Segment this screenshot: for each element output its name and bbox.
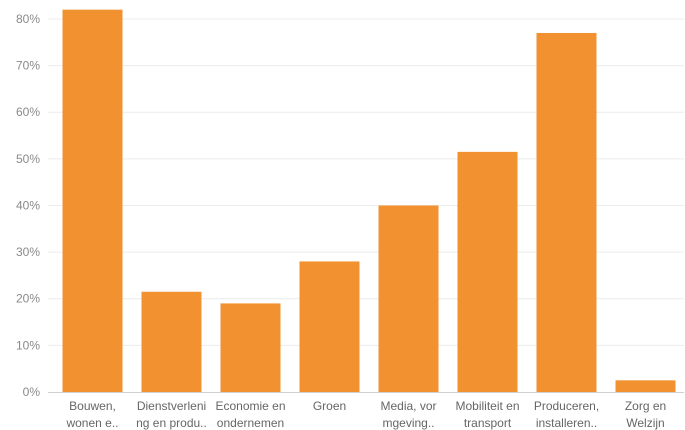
x-tick-label: Groen: [313, 399, 346, 413]
y-tick-label: 50%: [16, 152, 40, 166]
bar[interactable]: [457, 151, 518, 392]
y-tick-label: 10%: [16, 338, 40, 352]
y-tick-label: 60%: [16, 105, 40, 119]
x-axis: Bouwen, wonen e.. Dienstverleni ng en produ…: [65, 399, 666, 430]
y-tick-label: 20%: [16, 292, 40, 306]
bars: [62, 9, 676, 393]
x-tick-label: Zorg en Welzijn: [625, 399, 666, 430]
y-tick-label: 30%: [16, 245, 40, 259]
bar[interactable]: [378, 205, 439, 392]
y-tick-label: 0%: [23, 385, 41, 399]
x-tick-label: Mobiliteit en transport: [455, 399, 519, 430]
bar[interactable]: [615, 380, 676, 392]
y-tick-label: 70%: [16, 59, 40, 73]
x-tick-label: Produceren, installeren..: [534, 399, 599, 430]
x-tick-label: Dienstverleni ng en produ..: [136, 399, 207, 430]
x-tick-label: Economie en ondernemen: [215, 399, 285, 430]
x-tick-label: Bouwen, wonen e..: [65, 399, 118, 430]
bar[interactable]: [536, 32, 597, 393]
y-tick-label: 80%: [16, 12, 40, 26]
bar[interactable]: [141, 291, 202, 392]
x-tick-label: Media, vor mgeving..: [380, 399, 436, 430]
bar[interactable]: [220, 303, 281, 392]
bar[interactable]: [299, 261, 360, 392]
y-tick-label: 40%: [16, 198, 40, 212]
bar[interactable]: [62, 9, 123, 392]
y-axis: 0% 10% 20% 30% 40% 50% 60% 70% 80%: [16, 12, 40, 399]
